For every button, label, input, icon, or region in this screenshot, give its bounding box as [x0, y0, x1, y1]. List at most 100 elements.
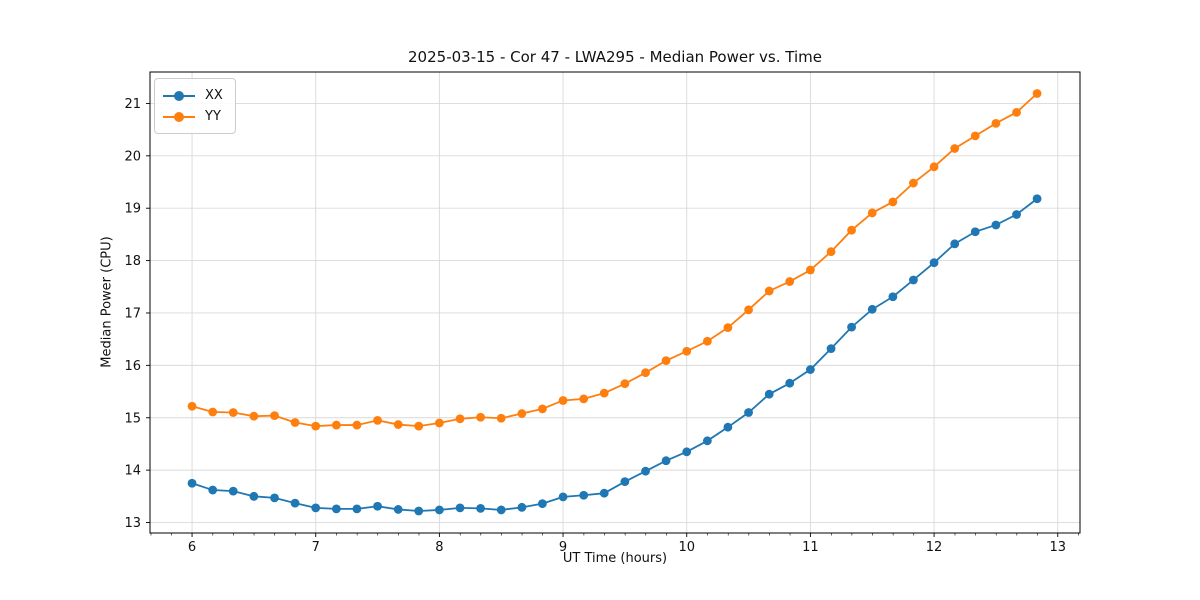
- x-tick-label: 10: [678, 540, 695, 555]
- data-point-yy: [620, 379, 630, 389]
- y-tick-label: 20: [124, 149, 141, 164]
- data-point-xx: [888, 292, 898, 302]
- data-point-yy: [950, 144, 960, 153]
- data-point-yy: [579, 394, 589, 404]
- data-point-yy: [702, 336, 712, 346]
- y-tick-label: 17: [124, 306, 141, 321]
- data-point-yy: [538, 404, 547, 414]
- data-point-yy: [270, 411, 279, 421]
- data-point-xx: [290, 498, 300, 508]
- legend: XX YY: [154, 78, 236, 134]
- data-point-yy: [723, 323, 733, 333]
- data-point-yy: [847, 225, 856, 235]
- data-point-xx: [826, 344, 836, 353]
- data-point-yy: [929, 162, 939, 172]
- y-tick-label: 19: [124, 202, 141, 217]
- data-point-xx: [661, 456, 671, 466]
- data-point-xx: [785, 378, 795, 388]
- data-point-yy: [888, 197, 898, 207]
- data-point-yy: [785, 277, 795, 286]
- x-tick-label: 11: [802, 540, 819, 555]
- data-point-xx: [744, 408, 753, 417]
- data-point-yy: [764, 286, 774, 296]
- legend-label-yy: YY: [205, 109, 221, 124]
- data-point-yy: [373, 415, 382, 425]
- y-tick-label: 16: [124, 359, 141, 374]
- data-point-yy: [290, 418, 300, 427]
- data-point-yy: [352, 420, 362, 430]
- x-tick-label: 6: [188, 540, 196, 555]
- data-point-yy: [1012, 107, 1021, 117]
- data-point-xx: [414, 506, 424, 516]
- data-point-xx: [970, 227, 980, 237]
- data-point-xx: [311, 503, 321, 513]
- data-point-yy: [393, 420, 403, 429]
- data-point-yy: [826, 247, 836, 257]
- data-point-yy: [228, 408, 238, 417]
- data-point-yy: [599, 388, 609, 398]
- legend-dot-xx: [174, 90, 184, 101]
- data-point-xx: [764, 389, 774, 399]
- data-point-xx: [517, 502, 527, 512]
- data-point-xx: [641, 466, 650, 476]
- data-point-xx: [682, 447, 692, 457]
- data-point-yy: [991, 118, 1001, 128]
- data-point-xx: [393, 505, 403, 514]
- chart-title: 2025-03-15 - Cor 47 - LWA295 - Median Po…: [408, 48, 822, 66]
- data-point-xx: [1032, 194, 1042, 204]
- y-tick-label: 18: [124, 254, 141, 269]
- y-axis-label: Median Power (CPU): [99, 236, 115, 368]
- legend-label-xx: XX: [205, 88, 223, 103]
- x-axis-label: UT Time (hours): [562, 551, 668, 566]
- data-point-xx: [558, 492, 568, 502]
- data-point-yy: [455, 414, 465, 424]
- series-line-xx: [191, 198, 1038, 512]
- data-point-xx: [620, 477, 630, 487]
- data-point-xx: [208, 485, 218, 495]
- data-point-yy: [867, 208, 877, 218]
- y-tick-label: 13: [124, 516, 141, 531]
- legend-dot-yy: [174, 111, 184, 122]
- data-point-yy: [331, 420, 341, 430]
- data-point-xx: [331, 504, 341, 514]
- data-point-yy: [476, 412, 485, 422]
- legend-marker-yy-icon: [163, 110, 195, 124]
- series-line-yy: [191, 92, 1038, 428]
- data-point-yy: [311, 421, 321, 431]
- data-point-yy: [682, 346, 692, 356]
- data-point-xx: [991, 220, 1001, 230]
- data-point-yy: [517, 409, 527, 418]
- data-point-yy: [805, 265, 815, 275]
- data-point-xx: [455, 503, 465, 513]
- data-point-yy: [970, 131, 980, 141]
- data-point-yy: [1032, 89, 1042, 98]
- data-point-yy: [744, 305, 753, 315]
- data-point-xx: [434, 505, 444, 515]
- data-point-xx: [909, 275, 918, 285]
- data-point-yy: [187, 401, 197, 411]
- legend-entry-xx: XX: [163, 85, 223, 106]
- data-point-yy: [496, 413, 506, 423]
- x-tick-label: 7: [312, 540, 320, 555]
- data-point-xx: [599, 488, 609, 498]
- data-point-xx: [352, 504, 362, 514]
- y-tick-label: 15: [124, 411, 141, 426]
- data-point-xx: [1012, 210, 1021, 219]
- data-point-xx: [723, 422, 733, 432]
- y-tick-label: 21: [124, 97, 141, 112]
- data-point-yy: [249, 411, 259, 421]
- data-point-xx: [249, 491, 259, 501]
- data-point-xx: [950, 239, 960, 249]
- x-tick-label: 13: [1049, 540, 1066, 555]
- data-point-yy: [414, 421, 424, 431]
- data-point-yy: [909, 178, 918, 188]
- x-tick-label: 9: [559, 540, 567, 555]
- data-point-xx: [228, 486, 238, 496]
- data-point-xx: [867, 304, 877, 314]
- data-point-yy: [208, 407, 218, 417]
- data-point-xx: [270, 493, 279, 503]
- data-point-xx: [373, 501, 382, 511]
- x-tick-label: 8: [435, 540, 443, 555]
